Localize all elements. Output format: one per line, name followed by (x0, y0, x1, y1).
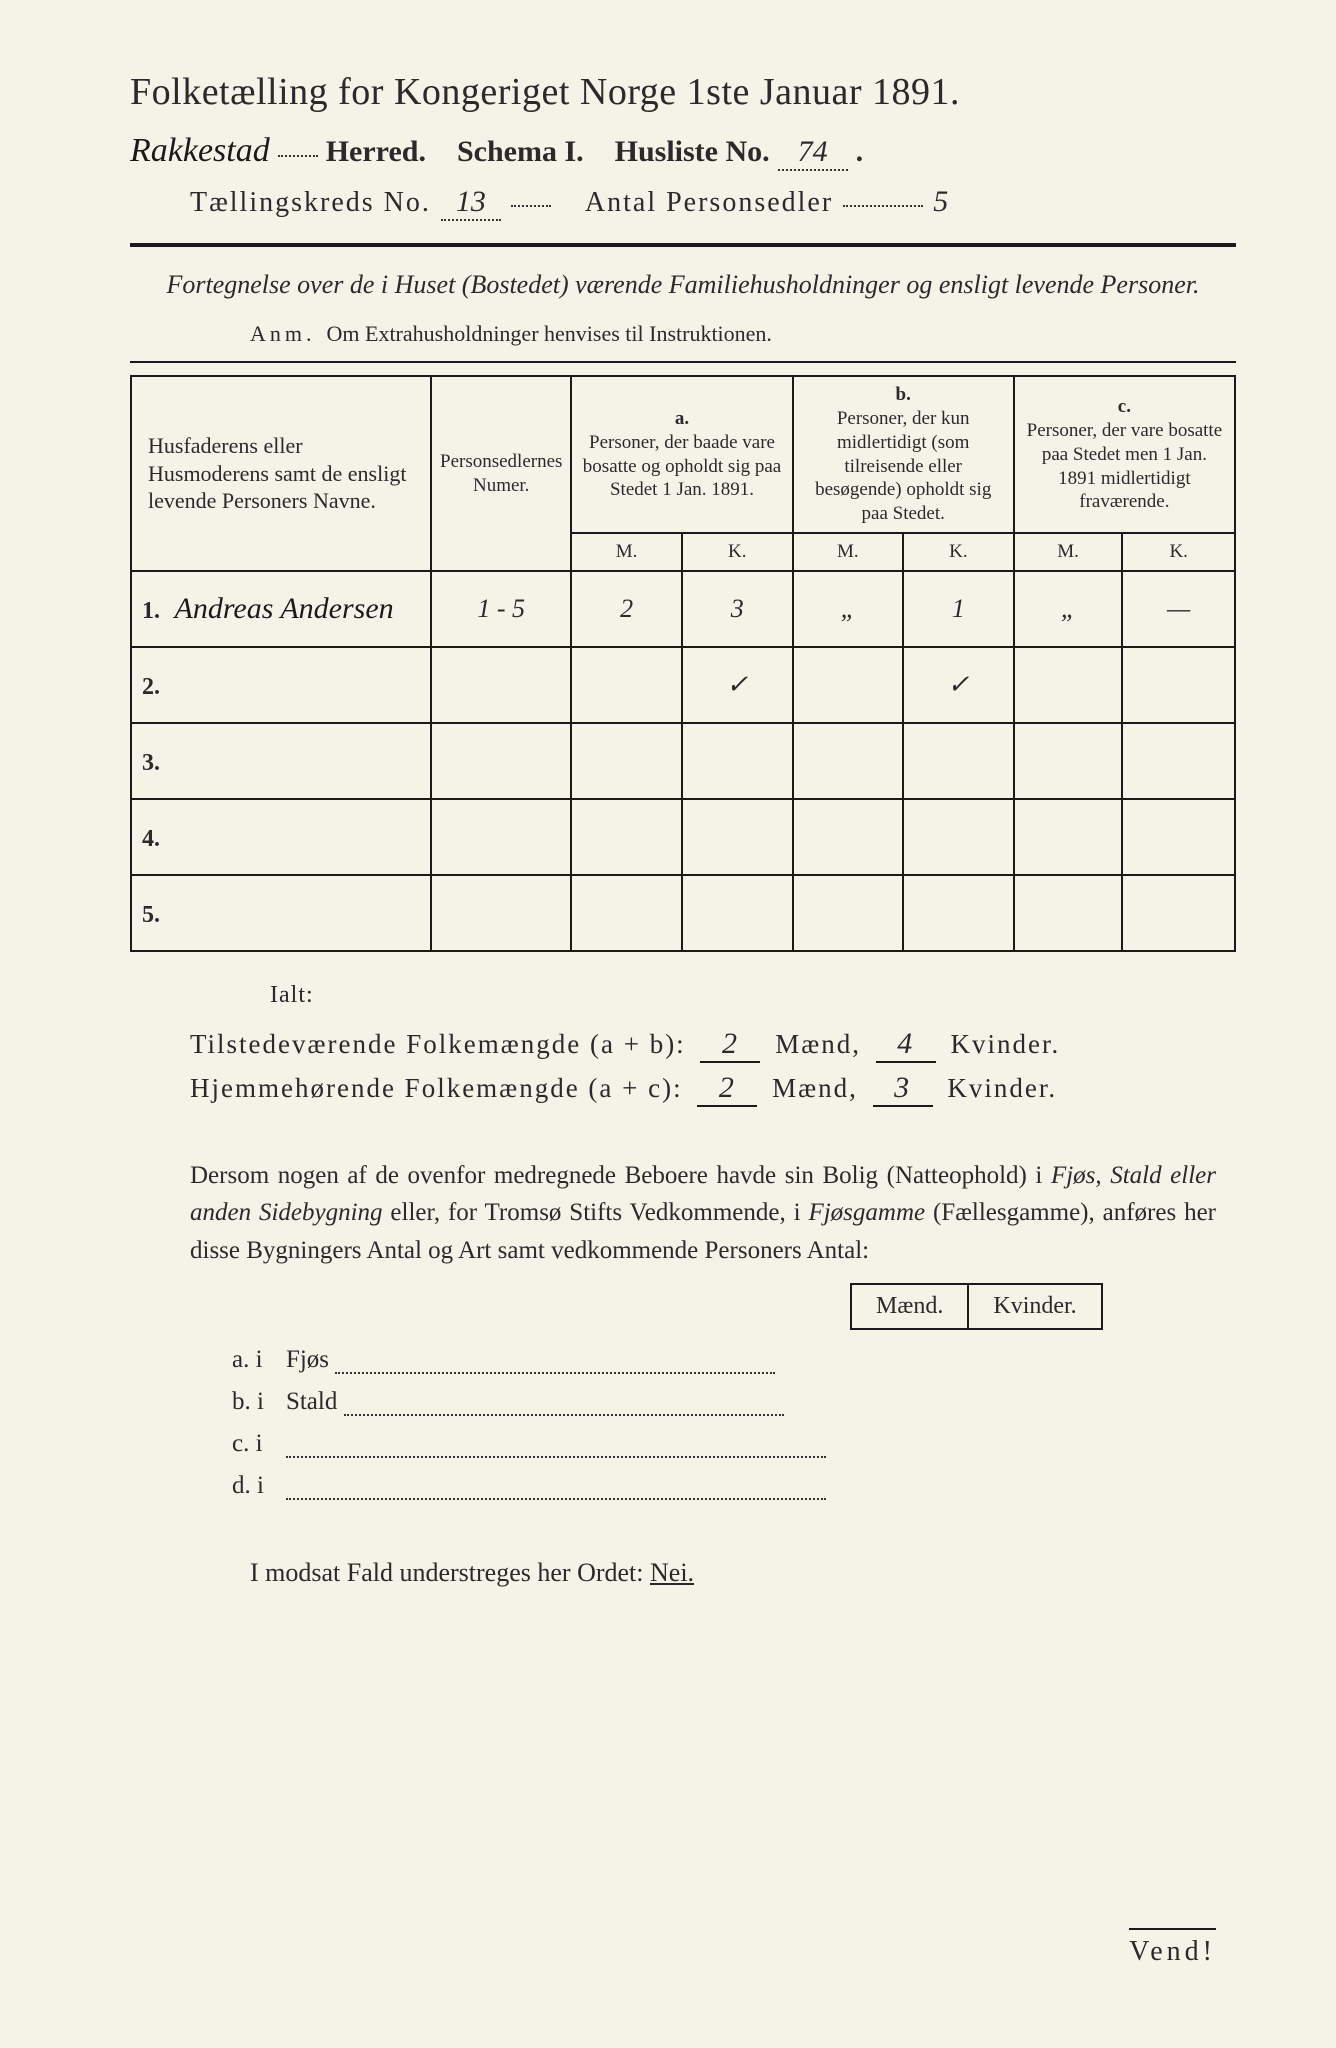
totals-resident: Hjemmehørende Folkemængde (a + c): 2 Mæn… (190, 1071, 1236, 1107)
nei-line: I modsat Fald understreges her Ordet: Ne… (250, 1558, 1236, 1588)
subtitle: Fortegnelse over de i Huset (Bostedet) v… (160, 267, 1206, 303)
col-k: K. (682, 533, 793, 571)
building-paragraph: Dersom nogen af de ovenfor medregnede Be… (190, 1157, 1216, 1270)
divider (130, 361, 1236, 363)
ialt-label: Ialt: (270, 982, 1236, 1009)
husliste-label: Husliste No. (615, 135, 770, 169)
table-row: 3. (131, 723, 1235, 799)
antal-label: Antal Personsedler (585, 187, 833, 219)
herred-label: Herred. (326, 135, 426, 169)
header-line-3: Tællingskreds No. 13 Antal Personsedler … (130, 185, 1236, 221)
col-k: K. (903, 533, 1014, 571)
table-row: d. i (222, 1466, 836, 1506)
col-header-b: b. Personer, der kun midlertidigt (som t… (793, 376, 1014, 533)
divider (130, 243, 1236, 247)
kreds-value: 13 (441, 185, 501, 221)
totals-present: Tilstedeværende Folkemængde (a + b): 2 M… (190, 1027, 1236, 1063)
table-row: 4. (131, 799, 1235, 875)
table-row: 1. Andreas Andersen1 - 523„1„— (131, 571, 1235, 647)
table-row: 5. (131, 875, 1235, 951)
col-m: M. (1014, 533, 1123, 571)
col-m: M. (571, 533, 681, 571)
table-row: c. i (222, 1424, 836, 1464)
anm-note: Anm. Om Extrahusholdninger henvises til … (250, 321, 1236, 347)
vend-label: Vend! (1129, 1928, 1216, 1968)
col-header-numer: Personsedlernes Numer. (431, 376, 571, 570)
kreds-label: Tællingskreds No. (190, 187, 431, 219)
col-header-name: Husfaderens eller Husmoderens samt de en… (131, 376, 431, 570)
mk-header: Mænd. Kvinder. (850, 1283, 1236, 1330)
herred-handwritten: Rakkestad (130, 132, 270, 170)
page-title: Folketælling for Kongeriget Norge 1ste J… (130, 70, 1236, 114)
antal-value: 5 (933, 185, 948, 219)
schema-label: Schema I. (457, 135, 584, 169)
header-line-2: Rakkestad Herred. Schema I. Husliste No.… (130, 132, 1236, 171)
census-table: Husfaderens eller Husmoderens samt de en… (130, 375, 1236, 951)
building-table: a. i Fjøs b. i Stald c. i d. i (220, 1338, 838, 1508)
col-header-c: c. Personer, der vare bosatte paa Stedet… (1014, 376, 1235, 533)
col-m: M. (793, 533, 903, 571)
col-header-a: a. Personer, der baade vare bosatte og o… (571, 376, 792, 533)
table-row: a. i Fjøs (222, 1340, 836, 1380)
table-row: b. i Stald (222, 1382, 836, 1422)
table-row: 2. ✓✓ (131, 647, 1235, 723)
husliste-value: 74 (778, 135, 848, 171)
col-k: K. (1122, 533, 1235, 571)
